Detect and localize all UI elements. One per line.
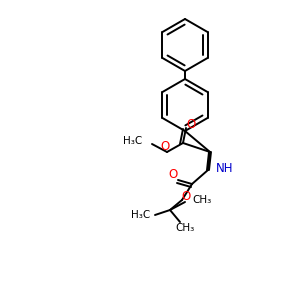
Text: H₃C: H₃C <box>123 136 142 146</box>
Text: O: O <box>182 190 190 203</box>
Text: NH: NH <box>216 161 233 175</box>
Text: O: O <box>168 169 178 182</box>
Text: O: O <box>186 118 196 131</box>
Text: O: O <box>160 140 169 154</box>
Text: H₃C: H₃C <box>131 210 150 220</box>
Text: CH₃: CH₃ <box>176 223 195 233</box>
Text: CH₃: CH₃ <box>192 195 211 205</box>
